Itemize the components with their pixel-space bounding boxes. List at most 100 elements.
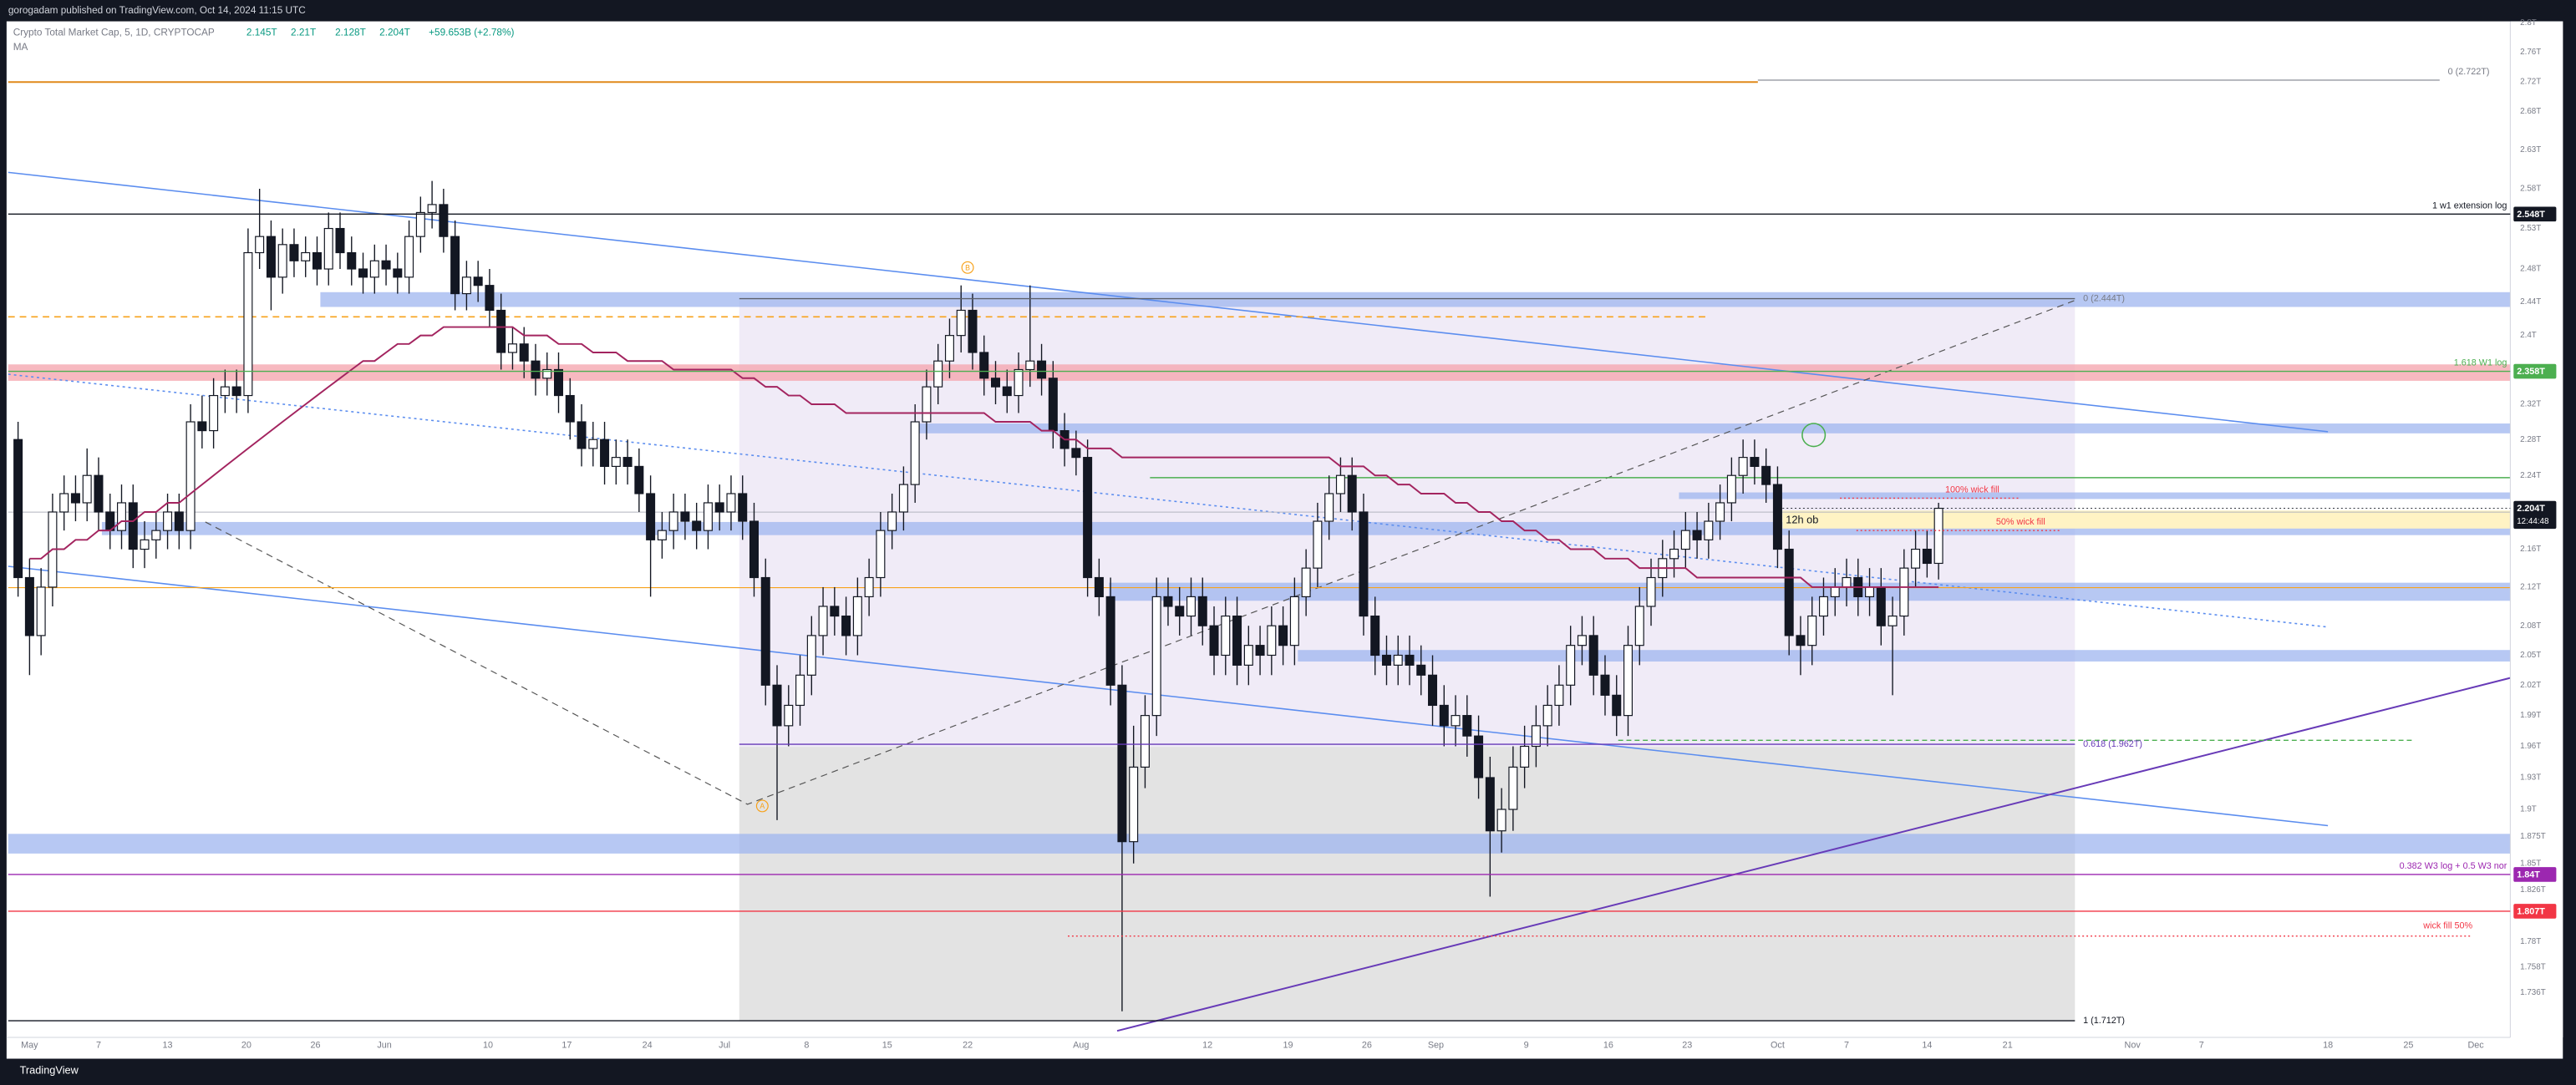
candle-body <box>70 493 80 504</box>
candle-body <box>140 539 150 550</box>
candle-body <box>220 386 230 397</box>
x-tick-label: Jun <box>377 1041 391 1051</box>
x-tick-label: 7 <box>96 1041 101 1051</box>
candle-body <box>1531 725 1541 748</box>
y-tick-label: 1.85T <box>2520 859 2541 868</box>
candle-body <box>910 421 920 485</box>
candle-body <box>864 576 874 598</box>
zone <box>912 423 2511 433</box>
y-tick-label: 2.58T <box>2520 185 2541 194</box>
candle-body <box>542 368 552 379</box>
overlay: 2.8T 2.76T 2.72T 2.68T 2.63T 2.58T 2.53T 2.48T 2… <box>8 18 2557 1051</box>
x-tick-label: 26 <box>1362 1041 1372 1051</box>
candle-body <box>1899 567 1909 617</box>
candle-body <box>1151 596 1161 717</box>
candle-body <box>1715 502 1725 522</box>
y-tick-label: 2.68T <box>2520 107 2541 116</box>
y-tick-label: 2.05T <box>2520 651 2541 660</box>
price-badge <box>2513 206 2557 222</box>
candle-body <box>197 421 207 432</box>
candle-body <box>427 204 437 214</box>
y-tick-label: 2.12T <box>2520 583 2541 592</box>
candle-body <box>1842 576 1852 588</box>
x-tick-label: Dec <box>2467 1041 2484 1051</box>
y-tick-label: 2.02T <box>2520 681 2541 690</box>
candle-body <box>1083 457 1093 579</box>
x-tick-label: 22 <box>963 1041 973 1051</box>
trendline <box>1116 677 2511 1032</box>
candle-body <box>818 606 828 636</box>
candle-body <box>231 386 241 397</box>
annotation: B <box>965 264 970 272</box>
price-badge-label: 2.548T <box>2517 210 2545 220</box>
legend-value: 2.21T <box>291 27 316 38</box>
candle-body <box>393 268 403 278</box>
x-tick-label: 25 <box>2403 1041 2413 1051</box>
level-label: 1 (1.712T) <box>2083 1016 2125 1026</box>
candle-body <box>439 204 449 237</box>
legend-value: 2.204T <box>379 27 410 38</box>
candle-body <box>1140 715 1150 768</box>
candle-body <box>1933 507 1943 565</box>
candle-body <box>1520 745 1530 768</box>
y-tick-label: 2.4T <box>2520 331 2537 340</box>
wave-marker <box>755 799 769 813</box>
y-tick-label: 2.63T <box>2520 145 2541 155</box>
candle-body <box>1393 654 1403 666</box>
candle-body <box>347 251 357 270</box>
candle-body <box>1163 596 1173 607</box>
wave-line <box>205 300 2076 805</box>
zone <box>1298 650 2511 662</box>
candle-body <box>301 251 311 261</box>
candle-body <box>1784 548 1794 636</box>
candle-body <box>1451 715 1461 727</box>
candle-body <box>1750 457 1760 467</box>
order-block <box>1782 510 2511 529</box>
y-tick-label: 2.28T <box>2520 435 2541 444</box>
candle-body <box>1680 530 1690 550</box>
candle-body <box>1566 645 1576 686</box>
candle-body <box>991 378 1001 388</box>
brand[interactable]: TradingView <box>20 1064 79 1077</box>
candle-body <box>887 511 897 531</box>
candle-body <box>1037 360 1047 379</box>
candle-body <box>1428 674 1438 707</box>
countdown: 12:44:48 <box>2517 517 2549 526</box>
candle-body <box>714 502 724 513</box>
candle-body <box>1911 548 1921 569</box>
candle-body <box>830 606 840 617</box>
x-tick-label: 20 <box>241 1041 252 1051</box>
indicator-name: MA <box>13 42 28 53</box>
candle-body <box>1542 704 1552 727</box>
candle-body <box>174 511 184 531</box>
footer <box>0 1058 2576 1085</box>
candle-body <box>1818 596 1828 617</box>
candle-body <box>519 343 529 362</box>
candle-body <box>565 394 575 423</box>
candle-body <box>1876 586 1886 626</box>
candle-body <box>749 520 759 579</box>
y-tick-label: 2.53T <box>2520 224 2541 233</box>
candle-body <box>668 511 678 531</box>
candle-body <box>1313 520 1323 569</box>
candle-body <box>277 244 287 278</box>
candle-body <box>1796 635 1806 646</box>
candle-body <box>622 457 633 467</box>
candle-body <box>1554 684 1564 707</box>
x-tick-label: May <box>21 1041 38 1051</box>
candle-body <box>806 635 816 676</box>
moving-average <box>29 326 1939 588</box>
candle-body <box>1807 615 1817 646</box>
x-tick-label: 9 <box>1524 1041 1529 1051</box>
x-tick-label: Sep <box>1428 1041 1444 1051</box>
candle-body <box>1634 606 1644 646</box>
x-tick-label: 14 <box>1922 1041 1932 1051</box>
publisher: gorogadam published on TradingView.com, … <box>8 5 306 16</box>
y-tick-label: 1.99T <box>2520 711 2541 720</box>
price-badge <box>2513 904 2557 919</box>
zone <box>1679 492 2511 499</box>
legend-value: 2.128T <box>335 27 366 38</box>
candle-body <box>1048 378 1058 432</box>
